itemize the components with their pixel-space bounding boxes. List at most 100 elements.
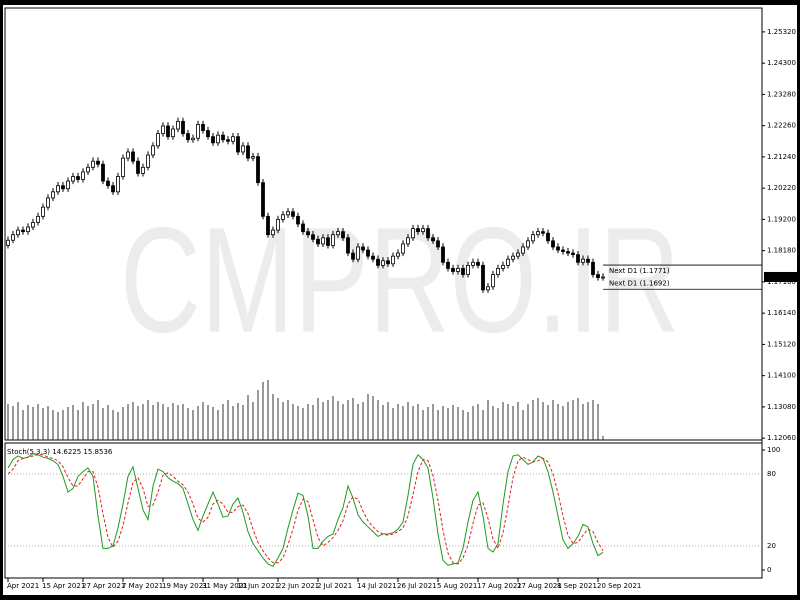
candle-body (461, 268, 465, 275)
candle-body (296, 215, 300, 225)
candle-body (316, 238, 320, 245)
candle-body (381, 260, 385, 266)
x-tick-label: 19 May 2021 (162, 582, 208, 590)
candle-body (166, 125, 170, 138)
candle-body (11, 234, 15, 241)
x-tick-label: 2 Jul 2021 (317, 582, 352, 590)
candle-body (6, 239, 10, 246)
candle-body (251, 156, 255, 159)
candle-body (226, 139, 230, 142)
candle-body (201, 124, 205, 131)
candle-body (431, 237, 435, 242)
candle-body (161, 125, 165, 135)
candle-body (531, 234, 535, 242)
candle-body (246, 145, 250, 159)
candle-body (521, 246, 525, 254)
candle-body (36, 215, 40, 223)
candle-body (121, 157, 125, 177)
candle-body (516, 252, 520, 257)
candle-body (221, 134, 225, 141)
candle-body (101, 163, 105, 182)
y-tick-label: 1.22260 (767, 122, 796, 130)
candle-body (196, 124, 200, 139)
candle-body (361, 246, 365, 251)
candle-body (281, 214, 285, 220)
candle-body (111, 185, 115, 193)
candle-body (401, 243, 405, 254)
current-price-label: 1.17321 (767, 273, 796, 281)
candle-body (386, 260, 390, 265)
candle-body (321, 237, 325, 245)
candle-body (236, 136, 240, 153)
y-tick-label: 100 (767, 446, 780, 454)
candle-body (271, 229, 275, 236)
candle-body (31, 222, 35, 228)
y-tick-label: 1.19200 (767, 215, 796, 223)
candle-body (501, 264, 505, 269)
candle-body (411, 228, 415, 239)
candle-body (366, 249, 370, 257)
candle-body (81, 171, 85, 180)
candle-body (91, 160, 95, 168)
y-tick-label: 1.16140 (767, 309, 796, 317)
y-tick-label: 1.25320 (767, 28, 796, 36)
candle-body (526, 240, 530, 248)
candle-body (46, 197, 50, 208)
candle-body (456, 268, 460, 272)
candle-body (576, 254, 580, 263)
x-tick-label: 8 Sep 2021 (557, 582, 597, 590)
candle-body (336, 231, 340, 236)
candle-body (476, 261, 480, 266)
candle-body (16, 229, 20, 236)
x-tick-label: 27 Aug 2021 (517, 582, 562, 590)
candle-body (601, 276, 605, 279)
candle-body (206, 130, 210, 138)
candle-body (191, 137, 195, 141)
y-tick-label: 20 (767, 542, 776, 550)
candle-body (176, 120, 180, 130)
candle-body (571, 252, 575, 256)
candle-body (391, 255, 395, 265)
candle-body (466, 264, 470, 275)
x-tick-label: 5 Aug 2021 (437, 582, 477, 590)
indicator-title: Stoch(5,3,3) 14.6225 15.8536 (7, 448, 113, 456)
candle-body (151, 145, 155, 156)
candle-body (56, 185, 60, 193)
y-tick-label: 1.13080 (767, 403, 796, 411)
candle-body (396, 252, 400, 257)
candle-body (51, 191, 55, 199)
candle-body (306, 231, 310, 236)
x-tick-label: 7 May 2021 (122, 582, 163, 590)
candle-body (536, 231, 540, 236)
candle-body (171, 128, 175, 138)
candle-body (416, 228, 420, 233)
candle-body (341, 231, 345, 239)
candle-body (556, 246, 560, 251)
candle-body (241, 145, 245, 153)
candle-body (406, 237, 410, 245)
x-tick-label: Apr 2021 (7, 582, 39, 590)
candle-body (41, 206, 45, 217)
stoch-line (7, 453, 604, 568)
candle-body (276, 219, 280, 231)
x-tick-label: 10 Jun 2021 (237, 582, 279, 590)
x-tick-label: 22 Jun 2021 (277, 582, 319, 590)
candle-body (261, 182, 265, 217)
candle-body (586, 258, 590, 263)
canvas (3, 5, 797, 595)
candle-body (181, 120, 185, 135)
candle-body (216, 134, 220, 144)
candle-body (286, 211, 290, 216)
candle-body (231, 136, 235, 142)
candle-body (591, 261, 595, 275)
candle-body (441, 246, 445, 263)
candle-body (351, 252, 355, 260)
x-tick-label: 17 Aug 2021 (477, 582, 522, 590)
candle-body (61, 185, 65, 190)
watermark: CMPRO.IR (120, 196, 680, 364)
candle-body (566, 251, 570, 254)
x-tick-label: 27 Apr 2021 (82, 582, 125, 590)
candle-body (311, 234, 315, 240)
